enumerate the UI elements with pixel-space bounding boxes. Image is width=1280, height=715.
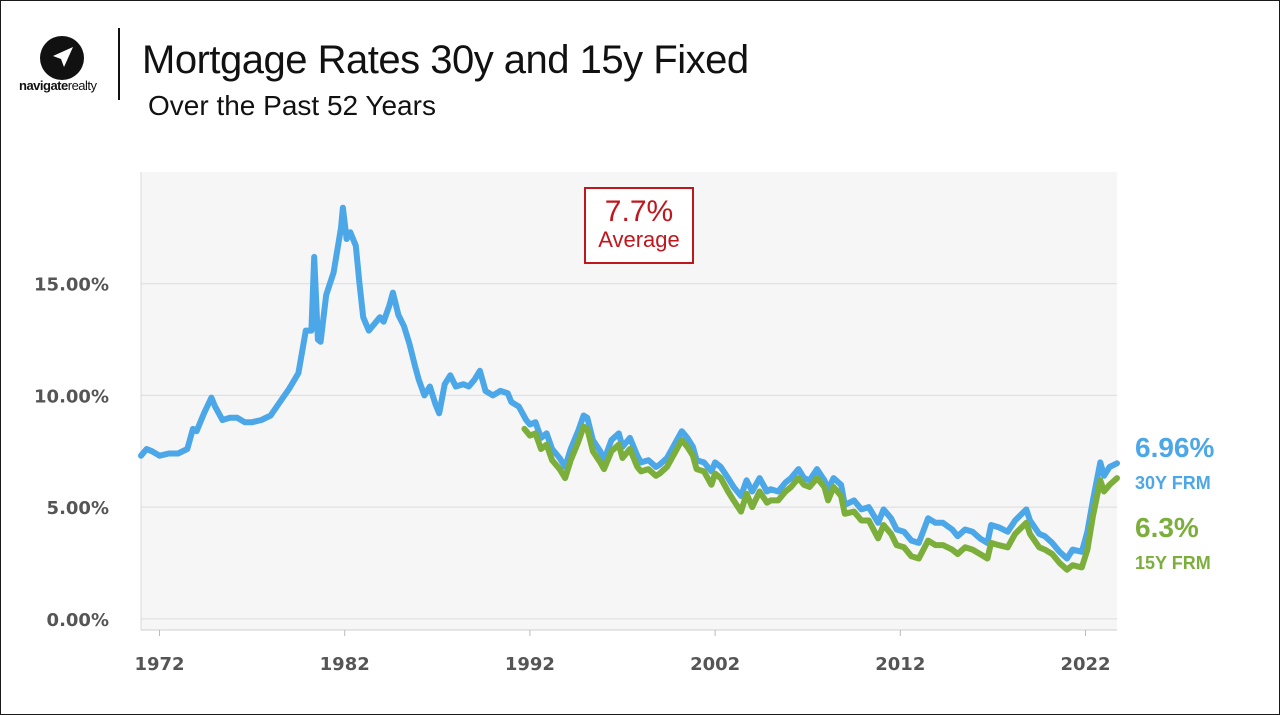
- y-tick-label: 15.00%: [34, 275, 109, 296]
- y-tick-label: 5.00%: [47, 498, 109, 519]
- end-value-15y: 6.3%: [1135, 512, 1199, 543]
- average-value: 7.7%: [604, 195, 674, 228]
- end-label-30y: 30Y FRM: [1135, 473, 1211, 493]
- x-tick-label: 1982: [320, 654, 370, 675]
- brand-name-light: realty: [67, 78, 97, 93]
- chart-subtitle: Over the Past 52 Years: [148, 90, 436, 121]
- average-annotation: 7.7% Average: [584, 187, 694, 264]
- series-line-15y: [521, 423, 1120, 573]
- brand-logo-text: navigaterealty: [19, 78, 97, 93]
- x-tick-label: 2022: [1060, 654, 1110, 675]
- average-label: Average: [598, 227, 680, 252]
- x-tick-label: 1972: [134, 654, 184, 675]
- series-line-30y: [138, 204, 1120, 562]
- y-tick-label: 0.00%: [47, 610, 109, 631]
- x-tick-label: 2002: [690, 654, 740, 675]
- navigation-arrow-icon: [40, 36, 84, 80]
- x-tick-label: 1992: [505, 654, 555, 675]
- header-divider: [118, 28, 120, 100]
- end-label-15y: 15Y FRM: [1135, 553, 1211, 573]
- brand-name-bold: navigate: [19, 78, 68, 93]
- x-tick-label: 2012: [875, 654, 925, 675]
- chart-title: Mortgage Rates 30y and 15y Fixed: [142, 38, 749, 82]
- end-value-30y: 6.96%: [1135, 432, 1215, 463]
- y-tick-label: 10.00%: [34, 386, 109, 407]
